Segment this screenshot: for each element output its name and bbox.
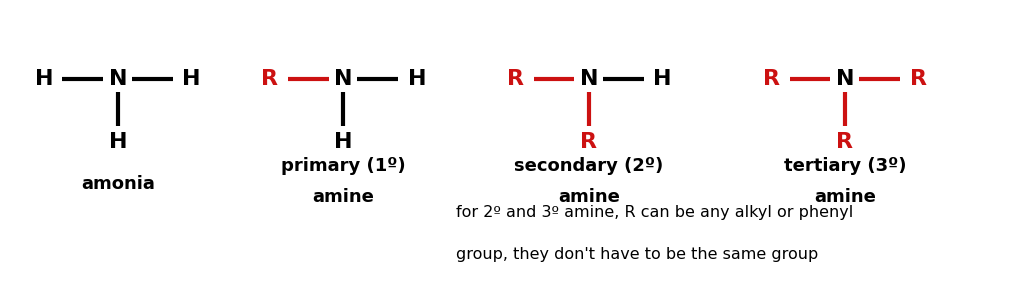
- Text: for 2º and 3º amine, R can be any alkyl or phenyl: for 2º and 3º amine, R can be any alkyl …: [456, 205, 853, 220]
- Text: H: H: [334, 132, 352, 151]
- Text: H: H: [35, 69, 53, 89]
- Text: H: H: [408, 69, 426, 89]
- Text: R: R: [507, 69, 523, 89]
- Text: H: H: [109, 132, 127, 151]
- Text: amine: amine: [814, 188, 876, 206]
- Text: primary (1º): primary (1º): [281, 156, 406, 175]
- Text: N: N: [334, 69, 352, 89]
- Text: R: R: [581, 132, 597, 151]
- Text: amonia: amonia: [81, 175, 155, 193]
- Text: H: H: [182, 69, 201, 89]
- Text: R: R: [837, 132, 853, 151]
- Text: amine: amine: [312, 188, 374, 206]
- Text: amine: amine: [558, 188, 620, 206]
- Text: secondary (2º): secondary (2º): [514, 156, 664, 175]
- Text: N: N: [580, 69, 598, 89]
- Text: H: H: [653, 69, 672, 89]
- Text: R: R: [261, 69, 278, 89]
- Text: N: N: [836, 69, 854, 89]
- Text: R: R: [910, 69, 927, 89]
- Text: group, they don't have to be the same group: group, they don't have to be the same gr…: [456, 247, 818, 262]
- Text: N: N: [109, 69, 127, 89]
- Text: tertiary (3º): tertiary (3º): [783, 156, 906, 175]
- Text: R: R: [763, 69, 779, 89]
